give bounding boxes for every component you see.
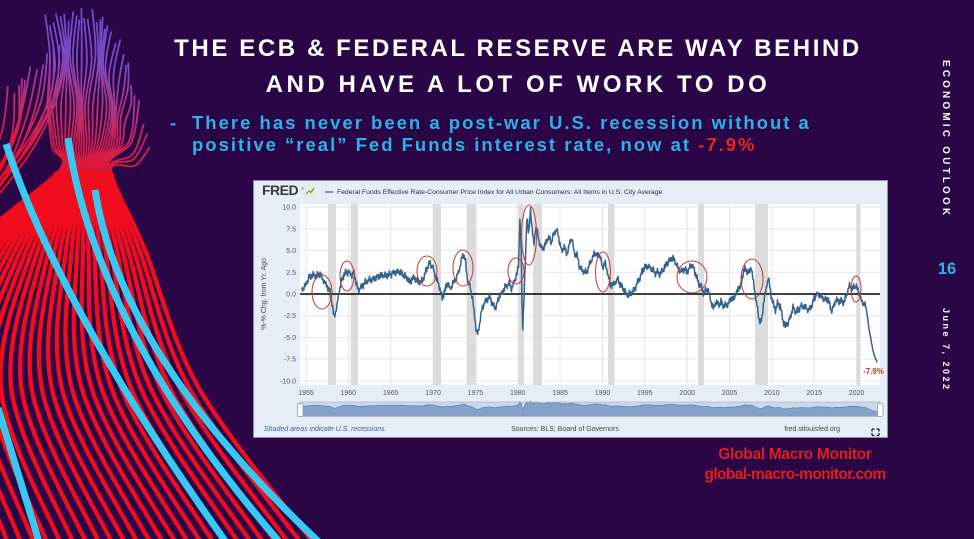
svg-text:10.0: 10.0: [282, 205, 296, 212]
svg-text:2.5: 2.5: [286, 270, 296, 277]
svg-text:7.5: 7.5: [286, 226, 296, 233]
svg-text:-5.0: -5.0: [284, 335, 296, 342]
svg-text:1975: 1975: [468, 390, 484, 397]
svg-text:2010: 2010: [764, 390, 780, 397]
svg-text:-10.0: -10.0: [280, 378, 296, 385]
svg-text:1995: 1995: [637, 390, 653, 397]
svg-text:2015: 2015: [806, 390, 822, 397]
svg-text:fred.stlouisfed.org: fred.stlouisfed.org: [784, 426, 840, 433]
svg-text:2000: 2000: [679, 390, 695, 397]
svg-text:®: ®: [301, 186, 304, 191]
svg-text:%-% Chg. from Yr. Ago: %-% Chg. from Yr. Ago: [261, 258, 268, 330]
svg-text:2020: 2020: [849, 390, 865, 397]
svg-text:1960: 1960: [341, 390, 357, 397]
svg-text:1990: 1990: [595, 390, 611, 397]
svg-text:5.0: 5.0: [286, 248, 296, 255]
svg-text:1955: 1955: [298, 390, 314, 397]
svg-text:-2.5: -2.5: [284, 313, 296, 320]
svg-text:2005: 2005: [722, 390, 738, 397]
svg-text:1970: 1970: [425, 390, 441, 397]
svg-text:Shaded areas indicate U.S. rec: Shaded areas indicate U.S. recessions.: [264, 426, 387, 433]
svg-text:1980: 1980: [510, 390, 526, 397]
svg-text:-7.5: -7.5: [284, 357, 296, 364]
svg-text:FRED: FRED: [262, 182, 299, 198]
svg-text:-7.9%: -7.9%: [863, 367, 884, 376]
svg-text:1985: 1985: [552, 390, 568, 397]
svg-text:0.0: 0.0: [286, 292, 296, 299]
svg-text:Sources: BLS; Board of Governo: Sources: BLS; Board of Governors: [511, 426, 619, 433]
svg-text:1965: 1965: [383, 390, 399, 397]
svg-text:Federal Funds Effective Rate-C: Federal Funds Effective Rate-Consumer Pr…: [337, 189, 663, 196]
